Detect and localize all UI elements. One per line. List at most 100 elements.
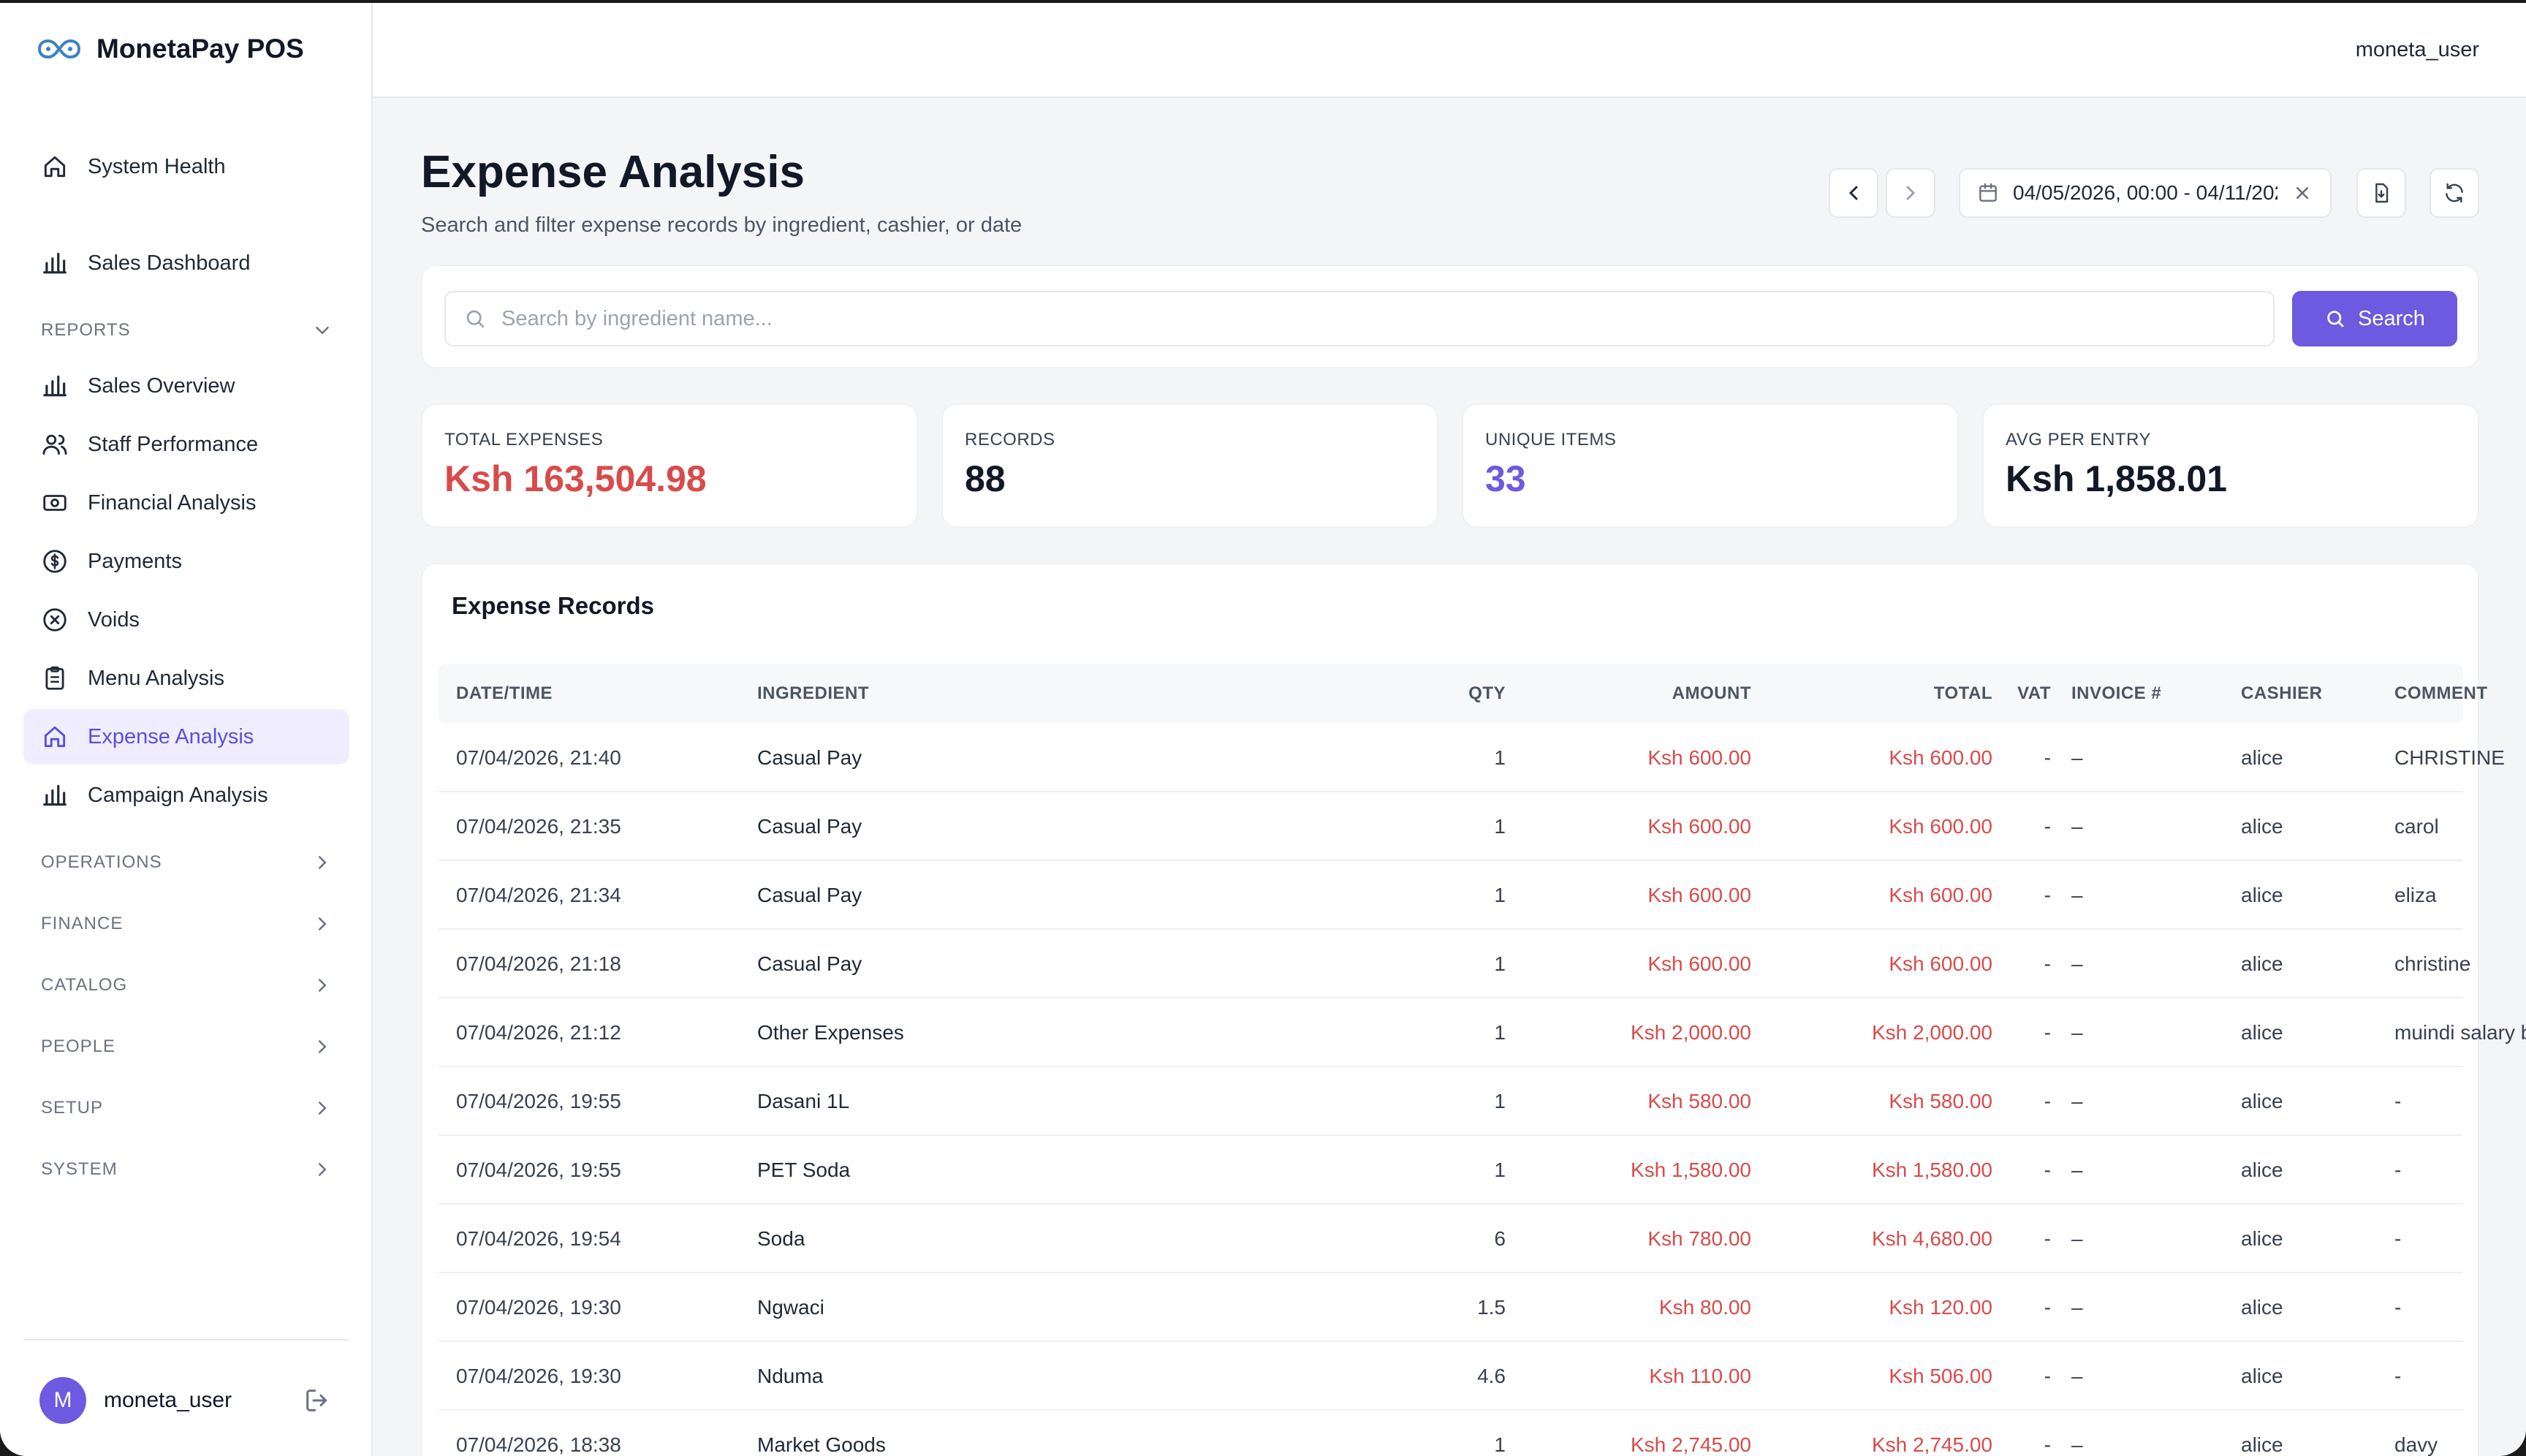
table-row[interactable]: 07/04/2026, 19:55 Dasani 1L 1 Ksh 580.00 Ksh… <box>439 1067 2463 1136</box>
cell-vat: - <box>2044 1296 2051 1319</box>
cell-total: Ksh 506.00 <box>1889 1365 1992 1387</box>
cell-vat: - <box>2044 1365 2051 1387</box>
cell-invoice: – <box>2071 884 2083 906</box>
section-setup[interactable]: SETUP <box>41 1093 333 1123</box>
home-icon <box>44 156 66 178</box>
cell-ingredient: PET Soda <box>757 1159 851 1181</box>
cell-comment: - <box>2394 1090 2402 1112</box>
logout-icon[interactable] <box>303 1386 332 1415</box>
table-row[interactable]: 07/04/2026, 21:12 Other Expenses 1 Ksh 2,00… <box>439 998 2526 1067</box>
cell-total: Ksh 600.00 <box>1889 815 1992 838</box>
section-label: SETUP <box>41 1098 104 1118</box>
section-reports-label: REPORTS <box>41 320 131 340</box>
cell-ingredient: Casual Pay <box>757 746 862 769</box>
section-system[interactable]: SYSTEM <box>41 1155 333 1184</box>
cell-total: Ksh 4,680.00 <box>1871 1227 1992 1250</box>
cell-ingredient: Dasani 1L <box>757 1090 850 1112</box>
bar-chart-icon <box>43 375 67 397</box>
cell-invoice: – <box>2071 1159 2083 1181</box>
bar-chart-icon <box>43 252 67 274</box>
column-header-vat[interactable]: VAT <box>2017 683 2051 703</box>
table-row[interactable]: 07/04/2026, 19:30 Ngwaci 1.5 Ksh 80.00 Ksh 1… <box>439 1273 2463 1342</box>
ingredient-search-input[interactable] <box>501 306 2256 331</box>
search-icon <box>2327 311 2344 327</box>
sidebar-item-system-health[interactable]: System Health <box>23 139 349 194</box>
sidebar-item-payments[interactable]: Payments <box>23 534 349 589</box>
section-reports[interactable]: REPORTS <box>41 316 333 345</box>
topbar-user-menu[interactable]: moneta_user <box>2355 38 2479 61</box>
table-row[interactable]: 07/04/2026, 21:40 Casual Pay 1 Ksh 600.00 Ks… <box>439 724 2505 792</box>
sidebar-item-label: Financial Analysis <box>88 490 257 515</box>
export-button[interactable] <box>2356 168 2406 218</box>
table-row[interactable]: 07/04/2026, 18:38 Market Goods 1 Ksh 2,745.… <box>439 1411 2463 1456</box>
section-label: OPERATIONS <box>41 852 162 872</box>
cell-total: Ksh 2,000.00 <box>1871 1021 1992 1044</box>
next-period-button[interactable] <box>1886 168 1935 218</box>
banknote-icon <box>43 495 67 511</box>
column-header-cashier[interactable]: CASHIER <box>2241 683 2323 703</box>
sidebar-item-label: Sales Dashboard <box>88 251 251 275</box>
sidebar-item-sales-overview[interactable]: Sales Overview <box>23 358 349 414</box>
search-button[interactable]: Search <box>2292 291 2457 346</box>
column-header-invoice[interactable]: INVOICE # <box>2071 683 2162 703</box>
section-people[interactable]: PEOPLE <box>41 1032 333 1061</box>
cell-qty: 1 <box>1494 952 1506 975</box>
cell-cashier: alice <box>2241 815 2283 838</box>
cell-cashier: alice <box>2241 952 2283 975</box>
sidebar-item-label: Expense Analysis <box>88 724 254 748</box>
cell-amount: Ksh 780.00 <box>1647 1227 1751 1250</box>
home-icon <box>44 726 66 748</box>
cell-date: 07/04/2026, 21:34 <box>456 884 621 906</box>
stat-label: AVG PER ENTRY <box>2006 430 2151 450</box>
column-header-date-time[interactable]: DATE/TIME <box>456 683 553 703</box>
cell-invoice: – <box>2071 1365 2083 1387</box>
sidebar-item-label: Sales Overview <box>88 374 235 398</box>
column-header-comment[interactable]: COMMENT <box>2394 683 2488 703</box>
cell-amount: Ksh 600.00 <box>1647 884 1751 906</box>
refresh-icon <box>2446 183 2463 203</box>
cell-qty: 1 <box>1494 746 1506 769</box>
cell-amount: Ksh 110.00 <box>1649 1365 1751 1387</box>
cell-ingredient: Market Goods <box>757 1433 886 1456</box>
infinity-logo-icon <box>37 39 81 59</box>
cell-comment: - <box>2394 1227 2402 1250</box>
clipboard-icon <box>45 666 64 690</box>
column-header-total[interactable]: TOTAL <box>1933 683 1992 703</box>
prev-period-button[interactable] <box>1829 168 1878 218</box>
cell-amount: Ksh 80.00 <box>1658 1296 1751 1319</box>
table-row[interactable]: 07/04/2026, 21:35 Casual Pay 1 Ksh 600.00 Ks… <box>439 792 2463 861</box>
stat-label: TOTAL EXPENSES <box>444 430 604 450</box>
stat-value: Ksh 1,858.01 <box>2006 458 2227 499</box>
cell-qty: 1.5 <box>1477 1296 1506 1319</box>
search-box <box>444 291 2275 346</box>
clear-date-icon[interactable] <box>2291 181 2314 205</box>
chevron-right-icon <box>319 856 327 869</box>
brand[interactable]: MonetaPay POS <box>37 29 304 69</box>
cell-amount: Ksh 580.00 <box>1647 1090 1751 1112</box>
cell-invoice: – <box>2071 1227 2083 1250</box>
section-operations[interactable]: OPERATIONS <box>41 848 333 877</box>
column-header-qty[interactable]: QTY <box>1468 683 1506 703</box>
sidebar-item-expense-analysis[interactable]: Expense Analysis <box>23 709 349 765</box>
sidebar-item-campaign-analysis[interactable]: Campaign Analysis <box>23 767 349 823</box>
cell-cashier: alice <box>2241 1159 2283 1181</box>
date-range-value: 04/05/2026, 00:00 - 04/11/2026, 23:59 <box>2013 181 2277 204</box>
section-finance[interactable]: FINANCE <box>41 909 333 939</box>
table-row[interactable]: 07/04/2026, 21:18 Casual Pay 1 Ksh 600.00 Ks… <box>439 930 2470 998</box>
table-row[interactable]: 07/04/2026, 19:55 PET Soda 1 Ksh 1,580.00 Ks… <box>439 1136 2463 1205</box>
table-row[interactable]: 07/04/2026, 21:34 Casual Pay 1 Ksh 600.00 Ks… <box>439 861 2463 930</box>
avatar[interactable]: M <box>39 1377 86 1424</box>
cell-comment: - <box>2394 1365 2402 1387</box>
sidebar-item-staff-performance[interactable]: Staff Performance <box>23 417 349 472</box>
column-header-amount[interactable]: AMOUNT <box>1672 683 1751 703</box>
date-range-picker[interactable]: 04/05/2026, 00:00 - 04/11/2026, 23:59 <box>1959 168 2332 218</box>
sidebar-item-sales-dashboard[interactable]: Sales Dashboard <box>23 235 349 291</box>
table-row[interactable]: 07/04/2026, 19:54 Soda 6 Ksh 780.00 Ksh 4,68… <box>439 1205 2463 1273</box>
sidebar-item-financial-analysis[interactable]: Financial Analysis <box>23 475 349 531</box>
refresh-button[interactable] <box>2430 168 2479 218</box>
sidebar-item-voids[interactable]: Voids <box>23 592 349 648</box>
section-catalog[interactable]: CATALOG <box>41 971 333 1000</box>
column-header-ingredient[interactable]: INGREDIENT <box>757 683 870 703</box>
sidebar-item-menu-analysis[interactable]: Menu Analysis <box>23 651 349 706</box>
table-row[interactable]: 07/04/2026, 19:30 Nduma 4.6 Ksh 110.00 Ksh 5… <box>439 1342 2463 1411</box>
